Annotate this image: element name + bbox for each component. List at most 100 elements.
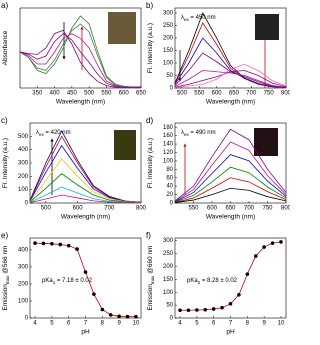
y-tick-label: 0 <box>170 86 174 92</box>
x-tick-label: 4 <box>33 321 37 327</box>
y-tick-label: 140 <box>163 142 174 148</box>
data-point <box>195 308 199 312</box>
data-point <box>58 242 63 247</box>
data-point <box>203 307 208 312</box>
spectrum-line <box>29 158 142 203</box>
annotation: λex = 420 nm <box>36 130 71 137</box>
spectrum-line <box>174 22 287 88</box>
x-tick-label: 6 <box>67 321 71 327</box>
data-point <box>279 240 283 244</box>
y-axis-label-part: @566 nm <box>2 246 9 276</box>
data-point <box>178 308 182 313</box>
x-tick-label: 700 <box>244 206 255 212</box>
annotation-part: = 8.28 ± 0.02 <box>200 278 237 284</box>
spectrum-line <box>29 194 142 204</box>
photo-inset <box>114 130 136 160</box>
data-point <box>41 241 46 246</box>
annotation: pKa2 = 8.28 ± 0.02 <box>187 278 238 285</box>
y-tick-label: 400 <box>18 247 29 253</box>
spectrum-line <box>174 141 287 202</box>
x-axis-label: Wavelength (nm) <box>206 99 255 106</box>
y-axis-label: Fl. Intensity (a.u.) <box>147 138 154 188</box>
y-tick-label: 100 <box>163 290 174 296</box>
annotation: λex = 450 nm <box>181 15 216 22</box>
annotation-part: pKa <box>42 278 53 284</box>
x-tick-label: 450 <box>67 91 78 97</box>
x-axis-label: Wavelength (nm) <box>56 99 105 106</box>
x-tick-label: 400 <box>50 91 61 97</box>
x-tick-label: 10 <box>133 321 140 327</box>
y-axis-label: Fl. Intensity (a.u.) <box>147 23 154 73</box>
y-tick-label: 200 <box>18 174 29 180</box>
x-tick-label: 550 <box>194 91 205 97</box>
photo-inset <box>108 12 136 44</box>
panel-label: f) <box>146 231 151 240</box>
spectrum-line <box>174 37 287 88</box>
y-tick-label: 300 <box>18 161 29 167</box>
spectrum-line <box>174 128 287 202</box>
x-tick-label: 9 <box>117 321 121 327</box>
y-tick-label: 0 <box>25 316 29 322</box>
x-tick-label: 8 <box>101 321 105 327</box>
y-axis-label: Absorbance <box>2 30 9 65</box>
photo-inset <box>255 14 279 40</box>
y-axis-label-part: Fl. Intensity (a.u.) <box>147 23 154 73</box>
x-tick-label: 600 <box>73 206 84 212</box>
data-point <box>134 314 138 319</box>
data-point <box>75 247 79 251</box>
y-tick-label: 40 <box>166 184 173 190</box>
x-axis-label: Wavelength (nm) <box>61 214 110 221</box>
plot-frame <box>19 7 142 89</box>
y-tick-label: 300 <box>18 265 29 271</box>
y-tick-label: 150 <box>163 277 174 283</box>
data-point <box>100 307 105 312</box>
annotation: λex = 490 nm <box>181 130 216 137</box>
y-tick-label: 160 <box>163 133 174 139</box>
y-tick-label: 0 <box>170 201 174 207</box>
x-tick-label: 650 <box>225 206 236 212</box>
panel-label: e) <box>1 231 8 240</box>
y-tick-label: 300 <box>163 238 174 244</box>
y-axis-label: Emissionmax @660 nm <box>147 246 155 311</box>
y-tick-label: 100 <box>18 187 29 193</box>
spectrum-line <box>19 29 141 88</box>
spectrum-line <box>174 177 287 203</box>
spectrum-line <box>19 23 141 88</box>
y-tick-label: 200 <box>163 36 174 42</box>
x-tick-label: 700 <box>246 91 257 97</box>
annotation-part: = 490 nm <box>189 130 216 136</box>
data-point <box>125 314 130 319</box>
data-point <box>245 272 250 276</box>
annotation-part: λ <box>36 130 39 136</box>
x-tick-label: 750 <box>262 206 273 212</box>
y-tick-label: 120 <box>163 150 174 156</box>
x-tick-label: 350 <box>32 91 43 97</box>
annotation-part: ex <box>184 132 190 137</box>
data-point <box>228 302 233 306</box>
x-tick-label: 800 <box>136 206 147 212</box>
annotation-part: λ <box>181 15 184 21</box>
annotation-part: 2 <box>198 280 201 285</box>
x-tick-label: 500 <box>41 206 52 212</box>
y-tick-label: 50 <box>166 73 173 79</box>
y-tick-label: 0 <box>170 316 174 322</box>
annotation-part: λ <box>181 130 184 136</box>
spectrum-line <box>174 166 287 203</box>
x-tick-label: 550 <box>101 91 112 97</box>
x-axis-label: Wavelength (nm) <box>206 214 255 221</box>
plot-frame <box>174 7 287 89</box>
x-tick-label: 800 <box>281 91 290 97</box>
panel-label: c) <box>1 116 8 125</box>
data-point <box>117 314 121 319</box>
data-point <box>66 243 71 248</box>
y-tick-label: 100 <box>163 158 174 164</box>
data-point <box>92 292 96 296</box>
x-axis-label: pH <box>81 329 90 336</box>
panel-label: b) <box>146 1 153 10</box>
x-tick-label: 10 <box>278 321 285 327</box>
data-point <box>220 305 224 310</box>
y-tick-label: 500 <box>18 134 29 140</box>
spectrum-line <box>174 63 287 88</box>
y-tick-label: 200 <box>163 264 174 270</box>
